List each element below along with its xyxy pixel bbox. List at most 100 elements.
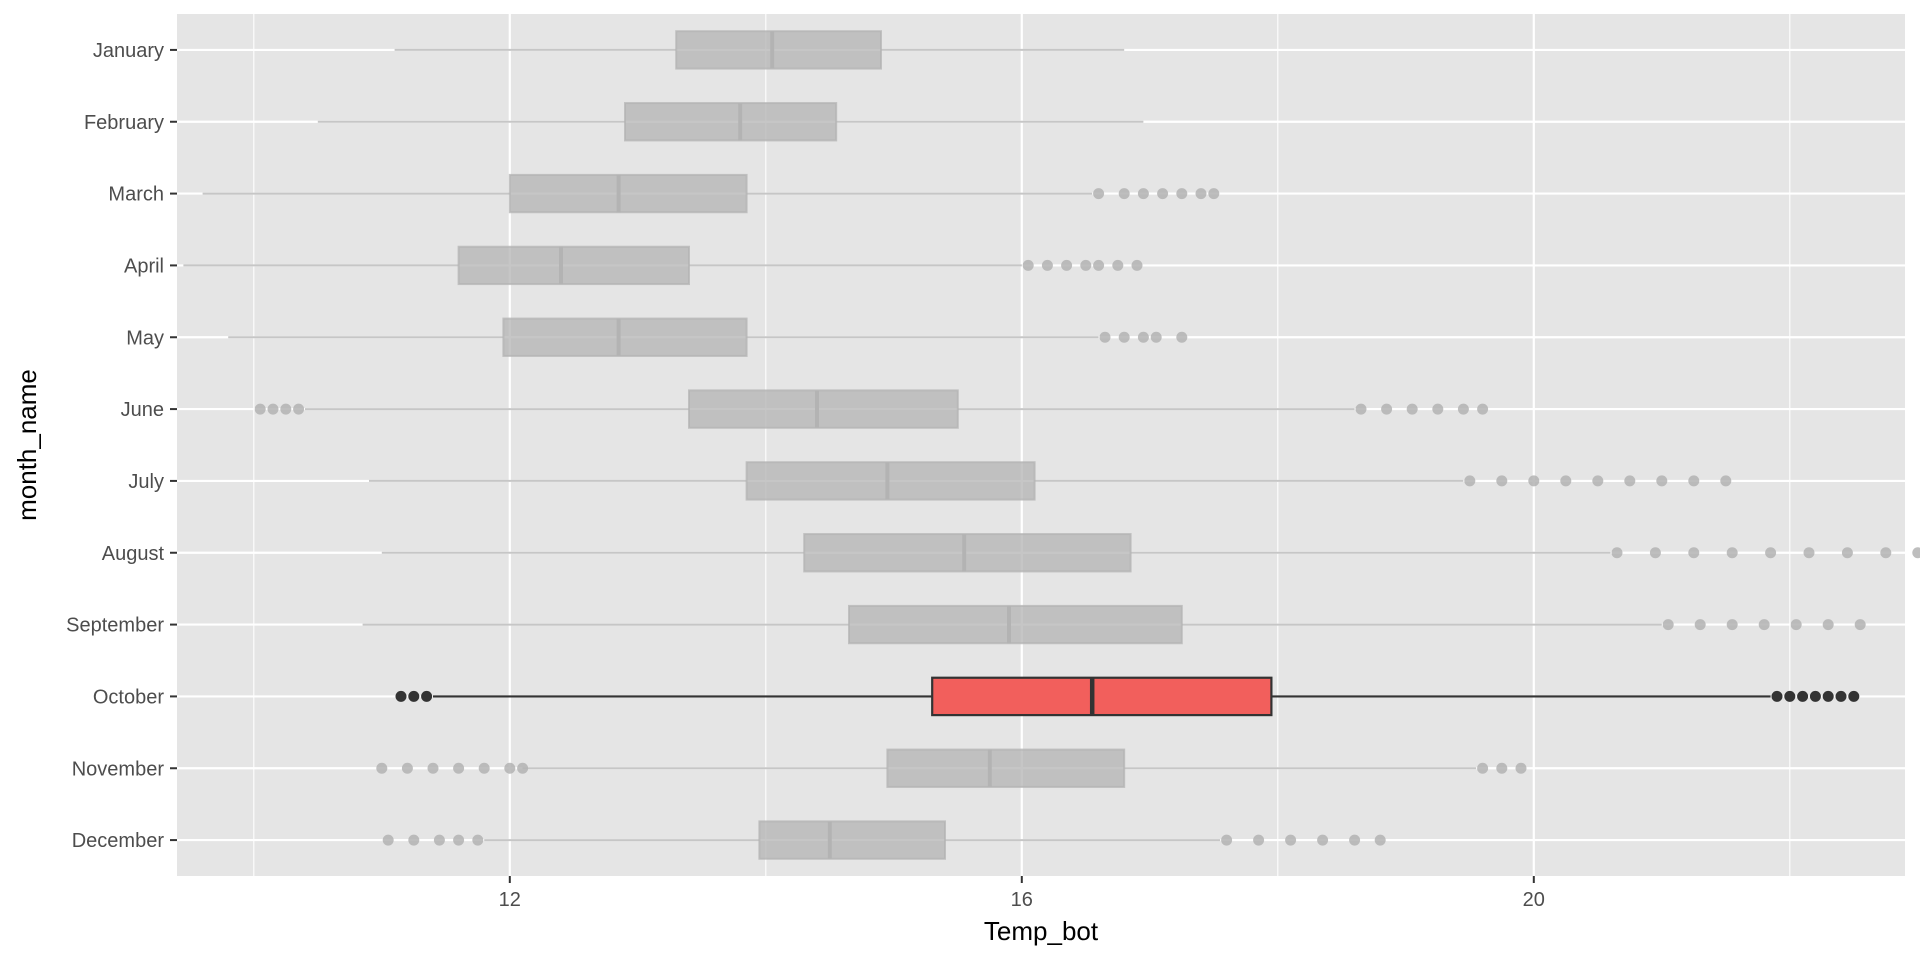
- outlier-point: [1624, 475, 1636, 487]
- outlier-point: [1835, 690, 1847, 702]
- outlier-point: [1854, 619, 1866, 631]
- outlier-point: [1253, 834, 1265, 846]
- outlier-point: [478, 762, 490, 774]
- outlier-point: [453, 834, 465, 846]
- outlier-point: [1464, 475, 1476, 487]
- box-iqr: [688, 389, 959, 429]
- outlier-point: [1131, 259, 1143, 271]
- outlier-point: [1176, 331, 1188, 343]
- box-march: [202, 173, 1220, 214]
- x-tick-label: 12: [499, 889, 521, 911]
- box-iqr: [508, 173, 748, 214]
- outlier-point: [1176, 188, 1188, 200]
- outlier-point: [1515, 762, 1527, 774]
- y-tick-label: January: [93, 40, 164, 62]
- outlier-point: [1797, 690, 1809, 702]
- outlier-point: [1803, 547, 1815, 559]
- y-tick-label: February: [84, 112, 164, 134]
- box-september: [362, 604, 1866, 645]
- outlier-point: [1649, 547, 1661, 559]
- outlier-point: [1221, 834, 1233, 846]
- outlier-point: [267, 403, 279, 415]
- outlier-point: [1157, 188, 1169, 200]
- outlier-point: [1137, 331, 1149, 343]
- box-november: [376, 748, 1527, 788]
- outlier-point: [453, 762, 465, 774]
- outlier-point: [1317, 834, 1329, 846]
- outlier-point: [1784, 690, 1796, 702]
- outlier-point: [1432, 403, 1444, 415]
- outlier-point: [1841, 547, 1853, 559]
- x-tick-label: 20: [1523, 889, 1545, 911]
- box-iqr: [931, 676, 1273, 717]
- y-tick-label: March: [108, 184, 164, 206]
- outlier-point: [1822, 690, 1834, 702]
- outlier-point: [1720, 475, 1732, 487]
- box-august: [381, 533, 1920, 573]
- outlier-point: [1809, 690, 1821, 702]
- outlier-point: [1195, 188, 1207, 200]
- box-iqr: [502, 317, 748, 357]
- outlier-point: [433, 834, 445, 846]
- outlier-point: [1694, 619, 1706, 631]
- outlier-point: [1496, 475, 1508, 487]
- outlier-point: [293, 403, 305, 415]
- outlier-point: [376, 762, 388, 774]
- outlier-point: [1061, 259, 1073, 271]
- x-axis-title: Temp_bot: [984, 916, 1099, 946]
- outlier-point: [472, 834, 484, 846]
- x-tick-label: 16: [1011, 889, 1033, 911]
- y-tick-label: May: [126, 327, 164, 349]
- outlier-point: [1477, 762, 1489, 774]
- plot-panel: [177, 14, 1905, 876]
- outlier-point: [1726, 619, 1738, 631]
- outlier-point: [1771, 690, 1783, 702]
- outlier-point: [1656, 475, 1668, 487]
- outlier-point: [395, 690, 407, 702]
- outlier-point: [1041, 259, 1053, 271]
- box-iqr: [758, 820, 947, 860]
- outlier-point: [1726, 547, 1738, 559]
- outlier-point: [1912, 547, 1920, 559]
- box-iqr: [803, 533, 1132, 573]
- outlier-point: [1406, 403, 1418, 415]
- outlier-point: [1822, 619, 1834, 631]
- box-layer: [183, 30, 1920, 860]
- outlier-point: [1118, 188, 1130, 200]
- outlier-point: [408, 834, 420, 846]
- outlier-point: [1137, 188, 1149, 200]
- outlier-point: [1099, 331, 1111, 343]
- y-tick-label: November: [72, 758, 165, 780]
- outlier-point: [1880, 547, 1892, 559]
- outlier-point: [517, 762, 529, 774]
- box-iqr: [848, 604, 1183, 645]
- box-iqr: [745, 461, 1036, 501]
- y-tick-label: July: [128, 471, 164, 493]
- outlier-point: [1528, 475, 1540, 487]
- outlier-point: [1150, 331, 1162, 343]
- outlier-point: [1688, 547, 1700, 559]
- outlier-point: [1118, 331, 1130, 343]
- outlier-point: [1560, 475, 1572, 487]
- box-april: [183, 245, 1143, 286]
- outlier-point: [1093, 259, 1105, 271]
- box-iqr: [675, 30, 883, 70]
- outlier-point: [1477, 403, 1489, 415]
- outlier-point: [1285, 834, 1297, 846]
- outlier-point: [1592, 475, 1604, 487]
- outlier-point: [1022, 259, 1034, 271]
- outlier-point: [254, 403, 266, 415]
- box-december: [382, 820, 1386, 860]
- outlier-point: [1381, 403, 1393, 415]
- outlier-point: [1662, 619, 1674, 631]
- outlier-point: [1611, 547, 1623, 559]
- outlier-point: [408, 690, 420, 702]
- outlier-point: [1355, 403, 1367, 415]
- outlier-point: [1112, 259, 1124, 271]
- y-tick-label: June: [121, 399, 164, 421]
- y-axis-title: month_name: [12, 369, 42, 521]
- outlier-point: [1093, 188, 1105, 200]
- x-axis: 12 16 20: [499, 876, 1545, 911]
